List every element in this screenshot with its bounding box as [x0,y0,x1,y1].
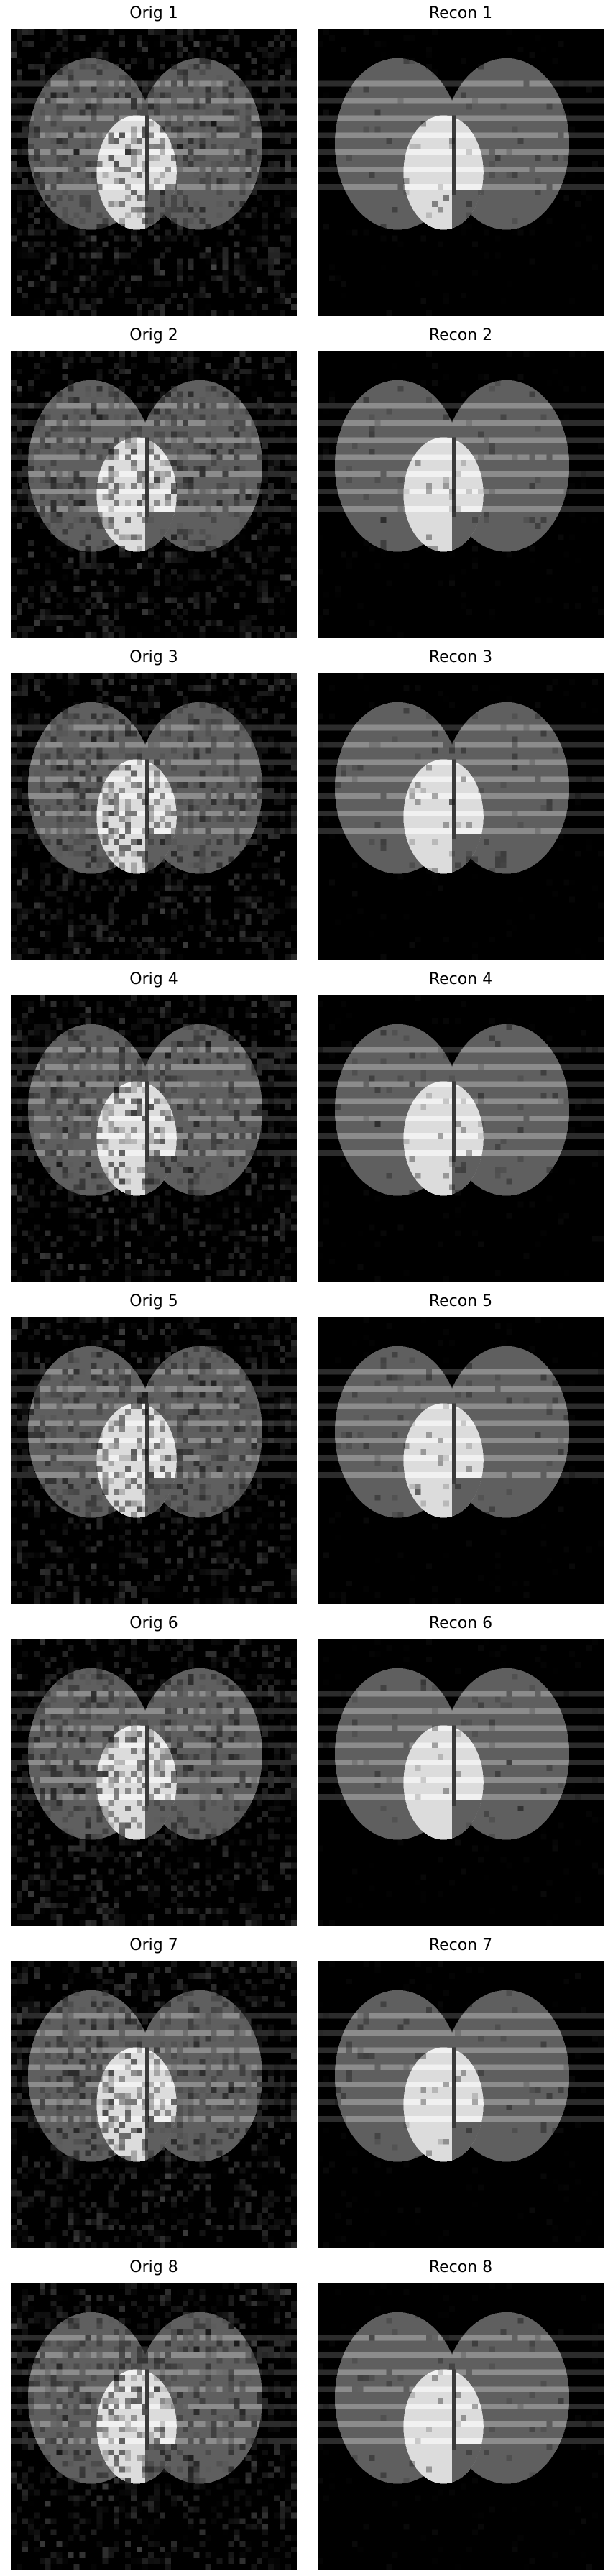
recon-1-title: Recon 1 [428,4,493,22]
orig-7-image [11,1961,297,2248]
orig-2-title: Orig 2 [129,326,178,344]
recon-8-title: Recon 8 [428,2258,493,2276]
noise-layer [318,2283,604,2570]
noise-layer [318,1639,604,1926]
noise-layer [11,351,297,638]
orig-5-image [11,1317,297,1604]
recon-6-image [318,1639,604,1926]
orig-3-image [11,673,297,960]
orig-5-title: Orig 5 [129,1292,178,1310]
recon-7-image [318,1961,604,2248]
recon-5-image [318,1317,604,1604]
noise-layer [11,1317,297,1604]
noise-layer [11,2283,297,2570]
noise-layer [11,29,297,316]
recon-2-title: Recon 2 [428,326,493,344]
orig-1-title: Orig 1 [129,4,178,22]
orig-1-image [11,29,297,316]
recon-8-image [318,2283,604,2570]
noise-layer [11,995,297,1282]
orig-4-title: Orig 4 [129,970,178,988]
orig-6-image [11,1639,297,1926]
noise-layer [11,1961,297,2248]
noise-layer [318,1961,604,2248]
orig-7-title: Orig 7 [129,1936,178,1954]
noise-layer [318,351,604,638]
orig-8-title: Orig 8 [129,2258,178,2276]
noise-layer [318,673,604,960]
recon-3-image [318,673,604,960]
noise-layer [318,29,599,316]
orig-6-title: Orig 6 [129,1614,178,1632]
recon-6-title: Recon 6 [428,1614,493,1632]
recon-4-image [318,995,604,1282]
orig-2-image [11,351,297,638]
orig-4-image [11,995,297,1282]
noise-layer [318,995,604,1282]
recon-4-title: Recon 4 [428,970,493,988]
orig-8-image [11,2283,297,2570]
noise-layer [318,1317,604,1604]
recon-3-title: Recon 3 [428,648,493,666]
noise-layer [11,673,297,960]
recon-1-image [318,29,604,316]
recon-5-title: Recon 5 [428,1292,493,1310]
recon-7-title: Recon 7 [428,1936,493,1954]
recon-2-image [318,351,604,638]
orig-3-title: Orig 3 [129,648,178,666]
noise-layer [11,1639,297,1926]
